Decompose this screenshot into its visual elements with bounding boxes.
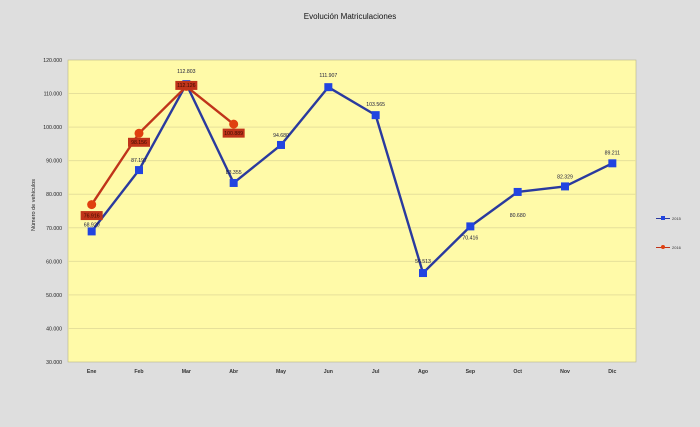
data-label-2015: 70.416	[462, 235, 478, 241]
y-tick-label: 60.000	[46, 259, 62, 265]
data-label-2015: 111.907	[319, 73, 337, 79]
x-tick-label: Mar	[182, 369, 191, 375]
data-label-2016: 112.126	[177, 83, 195, 89]
data-point-2015	[608, 159, 617, 168]
y-tick-label: 30.000	[46, 360, 62, 366]
y-tick-label: 80.000	[46, 192, 62, 198]
x-tick-label: Abr	[229, 369, 238, 375]
legend-item-2015: 2015	[656, 216, 681, 221]
data-label-box-2016	[80, 211, 103, 221]
plot-background	[67, 59, 637, 363]
data-label-2015: 83.355	[226, 170, 242, 176]
legend-label-2015: 2015	[672, 216, 681, 221]
x-tick-label: Feb	[134, 369, 143, 375]
legend-item-2016: 2016	[656, 245, 681, 250]
data-point-2015	[135, 166, 143, 175]
x-tick-label: Oct	[513, 369, 522, 375]
y-tick-label: 40.000	[46, 326, 62, 332]
data-point-2015	[324, 83, 333, 92]
data-label-2015: 112.803	[177, 69, 195, 75]
x-tick-label: Sep	[466, 369, 476, 375]
data-label-2015: 80.680	[510, 213, 526, 219]
data-point-2015	[371, 111, 380, 120]
data-label-2015: 87.197	[131, 158, 147, 164]
data-point-2015	[87, 227, 96, 236]
legend-swatch-2016-icon	[656, 245, 670, 250]
data-point-2016	[134, 128, 144, 138]
data-label-2016: 100.889	[224, 131, 243, 137]
data-point-2015	[277, 140, 285, 149]
data-label-2016: 76.916	[84, 213, 100, 219]
data-label-box-2016	[222, 128, 245, 138]
y-tick-label: 90.000	[46, 159, 62, 165]
series-line-2015	[90, 82, 613, 275]
data-label-2015: 103.565	[366, 102, 385, 108]
data-label-2015: 82.329	[557, 174, 573, 180]
data-point-2015	[561, 182, 569, 191]
y-tick-label: 50.000	[46, 293, 62, 299]
x-tick-label: Ago	[418, 369, 428, 375]
data-label-2015: 68.920	[84, 222, 100, 228]
x-tick-label: Dic	[608, 369, 616, 375]
data-label-box-2016	[128, 137, 150, 147]
legend-swatch-2015-icon	[656, 216, 670, 221]
data-point-2015	[229, 178, 238, 187]
x-tick-label: Nov	[560, 369, 570, 375]
y-tick-label: 100.000	[43, 125, 62, 131]
x-tick-label: Jun	[324, 369, 333, 375]
data-label-2015: 56.513	[415, 259, 431, 265]
x-tick-label: May	[276, 369, 286, 375]
chart-title: Evolución Matriculaciones	[303, 12, 397, 21]
data-point-2016	[87, 200, 97, 210]
data-point-2015	[513, 187, 522, 196]
series-line-2016	[90, 85, 235, 206]
data-point-2015	[419, 269, 427, 278]
y-tick-label: 70.000	[46, 226, 62, 232]
x-tick-label: Ene	[87, 369, 97, 375]
data-label-2015: 94.680	[273, 133, 289, 139]
x-tick-label: Jul	[372, 369, 380, 375]
data-label-box-2016	[175, 80, 198, 90]
data-label-2016: 98.156	[131, 140, 147, 146]
data-label-2015: 89.211	[605, 150, 621, 156]
data-point-2015	[466, 222, 475, 231]
legend-label-2016: 2016	[672, 245, 681, 250]
data-point-2016	[229, 119, 239, 129]
y-tick-label: 120.000	[43, 58, 62, 64]
y-tick-label: 110.000	[44, 92, 62, 98]
